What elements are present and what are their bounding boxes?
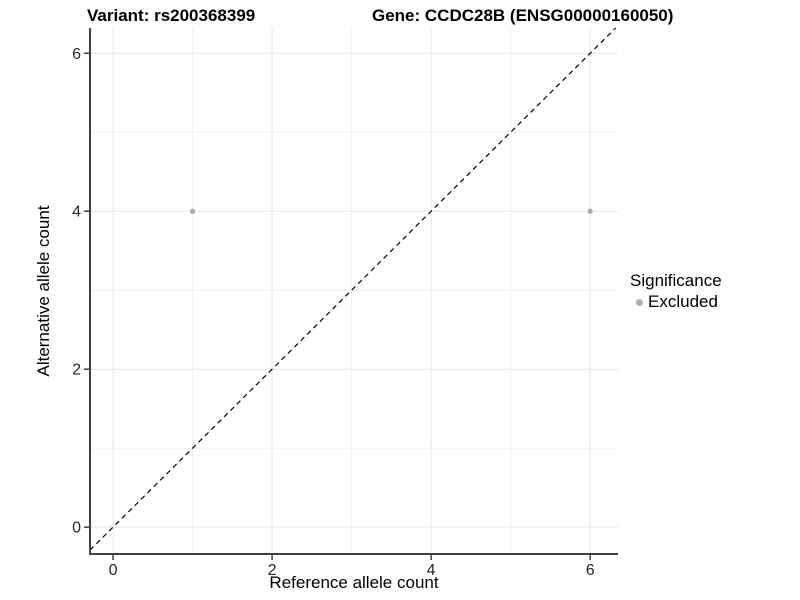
legend-title: Significance	[630, 271, 722, 290]
x-tick-label: 0	[109, 562, 118, 579]
x-tick-label: 2	[268, 562, 277, 579]
y-axis-title: Alternative allele count	[34, 205, 53, 377]
plot-title-variant: Variant: rs200368399	[87, 6, 256, 25]
identity-reference-line	[89, 27, 617, 551]
data-point	[587, 208, 593, 214]
plot-title-gene: Gene: CCDC28B (ENSG00000160050)	[372, 6, 674, 25]
legend-item-label: Excluded	[648, 292, 718, 311]
x-tick-label: 6	[586, 562, 595, 579]
y-tick-label: 4	[72, 204, 81, 221]
y-tick-label: 2	[72, 362, 81, 379]
legend: Significance Excluded	[630, 271, 722, 312]
excluded-point-icon	[636, 298, 643, 306]
y-tick-label: 0	[72, 520, 81, 537]
x-tick-label: 4	[427, 562, 436, 579]
data-point	[189, 208, 196, 214]
y-tick-label: 6	[72, 46, 81, 63]
x-axis-title: Reference allele count	[269, 573, 439, 592]
legend-item-excluded: Excluded	[630, 292, 722, 312]
